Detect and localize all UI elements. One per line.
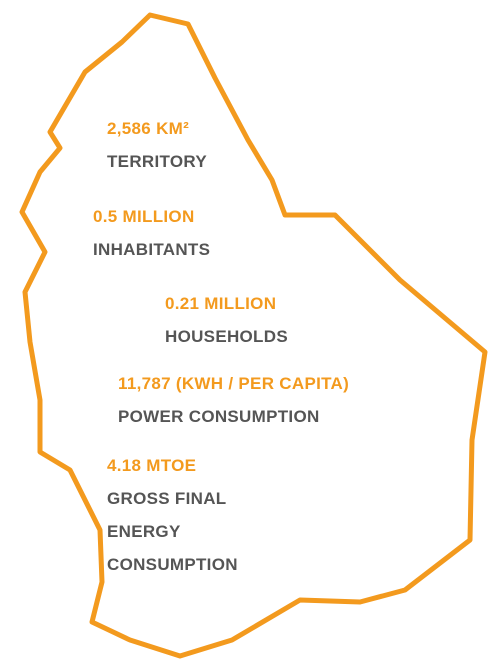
stat: 11,787 (KWH / PER CAPITA) POWER CONSUMPTI… bbox=[118, 367, 349, 433]
stat-label: INHABITANTS bbox=[93, 240, 211, 259]
stat: 0.21 MILLION HOUSEHOLDS bbox=[165, 287, 288, 353]
stat-label: POWER CONSUMPTION bbox=[118, 407, 320, 426]
stat-value: 0.5 MILLION bbox=[93, 207, 195, 226]
stat: 2,586 KM² TERRITORY bbox=[107, 112, 207, 178]
stat-label: GROSS FINAL ENERGY CONSUMPTION bbox=[107, 489, 238, 574]
stat: 0.5 MILLION INHABITANTS bbox=[93, 200, 210, 266]
stat-value: 4.18 MTOE bbox=[107, 456, 197, 475]
stat: 4.18 MTOE GROSS FINAL ENERGY CONSUMPTION bbox=[107, 449, 287, 581]
stat-value: 2,586 KM² bbox=[107, 119, 190, 138]
stat-value: 0.21 MILLION bbox=[165, 294, 277, 313]
stat-label: HOUSEHOLDS bbox=[165, 327, 288, 346]
stat-label: TERRITORY bbox=[107, 152, 207, 171]
country-outline bbox=[19, 12, 488, 659]
stat-value: 11,787 (KWH / PER CAPITA) bbox=[118, 374, 350, 393]
